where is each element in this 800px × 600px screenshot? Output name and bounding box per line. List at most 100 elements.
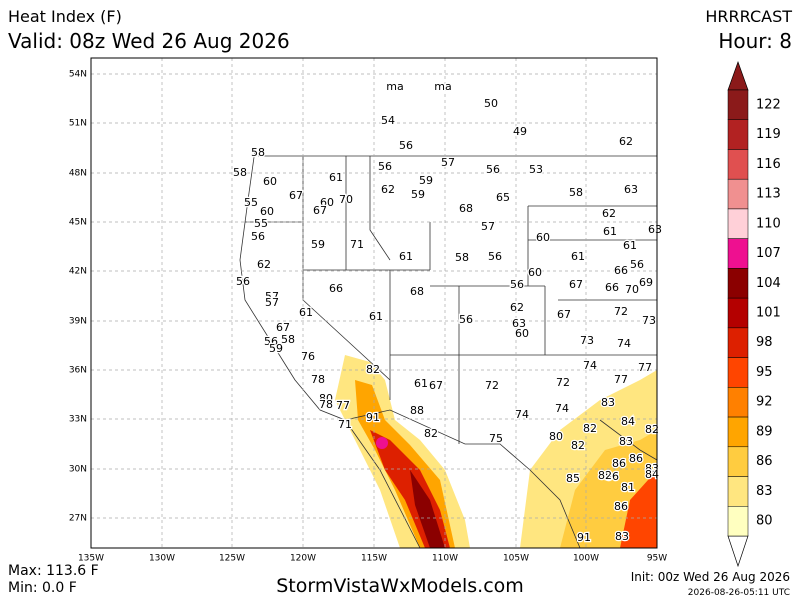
map-frame — [90, 57, 658, 549]
station-value: 67 — [289, 189, 303, 202]
station-value: 55 — [254, 217, 268, 230]
station-value: 83 — [619, 435, 633, 448]
station-value: 56 — [459, 313, 473, 326]
station-value: 60 — [515, 327, 529, 340]
station-value: 62 — [619, 135, 633, 148]
colorbar-swatch — [727, 506, 749, 537]
station-value: 61 — [369, 310, 383, 323]
station-value: 71 — [350, 238, 364, 251]
station-value: 60 — [260, 205, 274, 218]
colorbar-swatch — [727, 268, 749, 299]
station-value: 74 — [555, 402, 569, 415]
station-value: 56 — [251, 230, 265, 243]
station-value: 85 — [566, 472, 580, 485]
station-value: 91 — [577, 531, 591, 544]
station-value: 50 — [484, 97, 498, 110]
colorbar-label: 119 — [756, 127, 781, 142]
station-value: 74 — [583, 359, 597, 372]
station-value: 67 — [276, 321, 290, 334]
colorbar-label: 104 — [756, 276, 781, 291]
colorbar-swatch — [727, 119, 749, 150]
station-value: 84 — [621, 415, 635, 428]
station-value: 55 — [244, 196, 258, 209]
station-value: 78 — [319, 398, 333, 411]
station-value: 68 — [459, 202, 473, 215]
lon-label: 130W — [149, 554, 175, 564]
station-value: 54 — [381, 114, 395, 127]
min-value: Min: 0.0 F — [8, 580, 77, 596]
lon-label: 115W — [361, 554, 387, 564]
colorbar-label: 113 — [756, 187, 781, 202]
lon-label: 120W — [290, 554, 316, 564]
station-value: 77 — [638, 361, 652, 374]
station-value: 61 — [603, 225, 617, 238]
station-value: 75 — [489, 432, 503, 445]
colorbar-swatch — [727, 327, 749, 358]
station-value: 61 — [329, 171, 343, 184]
forecast-hour: Hour: 8 — [718, 29, 792, 53]
station-value: 82 — [424, 427, 438, 440]
station-value: 57 — [265, 296, 279, 309]
station-value: 61 — [414, 377, 428, 390]
colorbar-label: 122 — [756, 97, 781, 112]
colorbar-label: 110 — [756, 216, 781, 231]
station-value: 63 — [512, 317, 526, 330]
station-value: 77 — [614, 373, 628, 386]
lon-label: 110W — [432, 554, 458, 564]
station-value: 56 — [510, 278, 524, 291]
colorbar-label: 95 — [756, 365, 773, 380]
station-value: 73 — [580, 334, 594, 347]
station-value: 62 — [510, 301, 524, 314]
lon-label: 100W — [573, 554, 599, 564]
station-value: 59 — [311, 238, 325, 251]
station-value: 82 — [598, 469, 612, 482]
site-name: StormVistaWxModels.com — [276, 575, 524, 597]
coastline — [239, 149, 658, 549]
lat-label: 42N — [69, 267, 87, 277]
station-value: 56 — [236, 275, 250, 288]
colorbar-label: 83 — [756, 484, 773, 499]
lat-label: 54N — [69, 70, 87, 80]
colorbar-swatch — [727, 178, 749, 210]
colorbar-swatch — [727, 416, 749, 448]
station-value: 59 — [419, 174, 433, 187]
station-value: 80 — [549, 430, 563, 443]
heat-shading — [410, 470, 445, 548]
lat-label: 51N — [69, 119, 87, 129]
station-value: 57 — [481, 220, 495, 233]
station-value: 61 — [299, 306, 313, 319]
station-value: 86 — [612, 457, 626, 470]
station-value: 56 — [488, 250, 502, 263]
lat-label: 33N — [69, 415, 87, 425]
station-value: 72 — [556, 376, 570, 389]
station-value: 76 — [301, 350, 315, 363]
colorbar-label: 86 — [756, 454, 773, 469]
station-value: 66 — [605, 281, 619, 294]
heat-max — [376, 437, 388, 449]
title: Heat Index (F) — [8, 7, 122, 26]
station-value: 67 — [429, 379, 443, 392]
station-value: 83 — [601, 396, 615, 409]
station-value: 82 — [645, 423, 659, 436]
station-value: 73 — [642, 314, 656, 327]
station-value: 61 — [571, 250, 585, 263]
station-value: 59 — [411, 188, 425, 201]
station-value: 84 — [645, 468, 659, 481]
station-value: 86 — [605, 470, 619, 483]
colorbar-label: 98 — [756, 335, 773, 350]
station-value: 60 — [320, 196, 334, 209]
station-value: 62 — [257, 258, 271, 271]
timestamp: 2026-08-26-05:11 UTC — [688, 588, 790, 598]
colorbar-swatch — [727, 89, 749, 120]
station-value: 65 — [496, 191, 510, 204]
colorbar-label: 107 — [756, 246, 781, 261]
station-value: 77 — [336, 399, 350, 412]
colorbar-swatch — [727, 297, 749, 329]
station-value: 58 — [569, 186, 583, 199]
station-value: 63 — [624, 183, 638, 196]
colorbar-swatch — [727, 446, 749, 477]
lat-label: 48N — [69, 169, 87, 179]
lat-label: 27N — [69, 514, 87, 524]
